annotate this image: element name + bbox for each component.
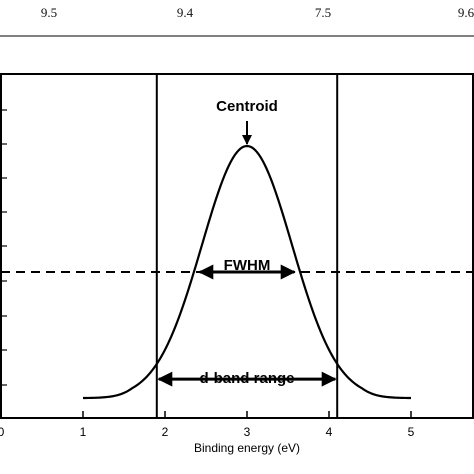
x-tick-label: 5 [408, 425, 415, 439]
x-tick-label: 1 [80, 425, 87, 439]
top-strip-label: 9.5 [41, 5, 57, 20]
centroid-label: Centroid [216, 98, 278, 115]
x-tick-label: 3 [244, 425, 251, 439]
top-strip-label: 9.4 [177, 5, 194, 20]
top-strip-label: 7.5 [315, 5, 331, 20]
x-tick-label: 4 [326, 425, 333, 439]
top-axis-strip: 9.5 9.4 7.5 9.6 [0, 5, 474, 37]
series-line [82, 144, 412, 400]
x-tick-label: 2 [162, 425, 169, 439]
x-tick-label: 0 [0, 425, 5, 439]
top-strip-label: 9.6 [458, 5, 474, 20]
plot-frame [0, 73, 474, 419]
x-axis-title: Binding energy (eV) [194, 441, 300, 455]
